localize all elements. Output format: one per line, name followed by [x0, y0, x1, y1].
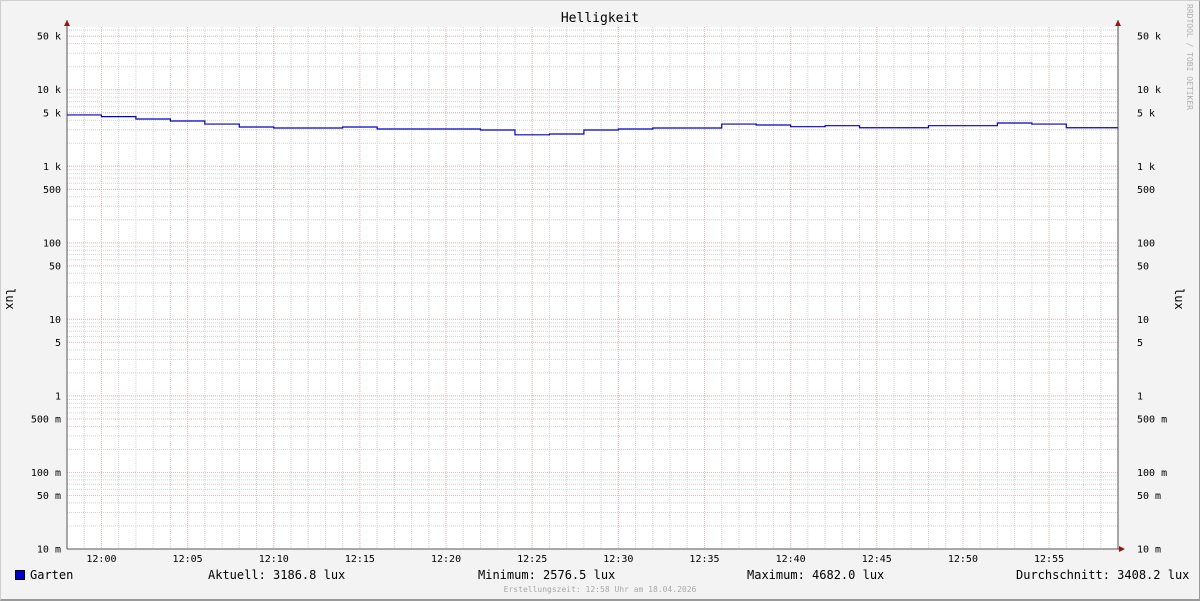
y-tick-label-left: 10 m	[37, 545, 61, 556]
y-tick-label-right: 10 k	[1137, 85, 1161, 96]
watermark: RRDTOOL / TOBI OETIKER	[1185, 4, 1194, 110]
y-axis-arrow-icon	[64, 20, 70, 26]
x-tick-label: 12:15	[345, 554, 375, 565]
y-axis-label-left: lux	[3, 288, 17, 310]
x-tick-label: 12:30	[603, 554, 633, 565]
x-tick-label: 12:20	[431, 554, 461, 565]
y-tick-label-right: 5	[1137, 338, 1143, 349]
x-tick-label: 12:45	[862, 554, 892, 565]
y-tick-label-right: 10	[1137, 315, 1149, 326]
y-tick-label-right: 5 k	[1137, 108, 1155, 119]
y-tick-label-right: 10 m	[1137, 545, 1161, 556]
x-tick-label: 12:40	[776, 554, 806, 565]
y-tick-label-right: 50	[1137, 261, 1149, 272]
y-tick-label-right: 500 m	[1137, 414, 1167, 425]
x-tick-label: 12:35	[689, 554, 719, 565]
series-line-garten	[67, 114, 1118, 136]
legend-average: Durchschnitt: 3408.2 lux	[1016, 568, 1190, 582]
x-axis-arrow-icon	[1119, 546, 1125, 552]
x-tick-label: 12:10	[259, 554, 289, 565]
legend-maximum: Maximum: 4682.0 lux	[747, 568, 885, 582]
legend-series-name: Garten	[30, 568, 74, 582]
x-tick-label: 12:00	[86, 554, 116, 565]
y-axis-arrow-icon	[1115, 20, 1121, 26]
y-axis-label-right: lux	[1172, 288, 1186, 310]
y-tick-label-right: 500	[1137, 185, 1155, 196]
y-tick-label-left: 1	[55, 391, 61, 402]
plot-area	[67, 27, 1118, 549]
x-tick-label: 12:05	[173, 554, 203, 565]
x-tick-label: 12:25	[517, 554, 547, 565]
y-tick-label-left: 10 k	[37, 85, 61, 96]
y-tick-label-right: 100	[1137, 238, 1155, 249]
y-tick-label-left: 500 m	[31, 414, 61, 425]
y-tick-label-left: 500	[43, 185, 61, 196]
y-tick-label-right: 50 m	[1137, 491, 1161, 502]
y-tick-label-left: 5	[55, 338, 61, 349]
y-tick-label-left: 10	[49, 315, 61, 326]
y-tick-label-left: 50 k	[37, 32, 61, 43]
y-tick-label-left: 100 m	[31, 468, 61, 479]
footer-timestamp: Erstellungszeit: 12:58 Uhr am 18.04.2026	[503, 585, 697, 594]
x-tick-label: 12:55	[1034, 554, 1064, 565]
chart-title: Helligkeit	[560, 11, 640, 26]
y-tick-label-left: 50	[49, 261, 61, 272]
y-tick-label-right: 100 m	[1137, 468, 1167, 479]
y-tick-label-left: 1 k	[43, 162, 61, 173]
y-tick-label-left: 50 m	[37, 491, 61, 502]
legend-swatch-garten	[15, 570, 25, 580]
y-tick-label-right: 1 k	[1137, 162, 1155, 173]
legend-minimum: Minimum: 2576.5 lux	[478, 568, 616, 582]
y-tick-label-right: 50 k	[1137, 32, 1161, 43]
x-tick-label: 12:50	[948, 554, 978, 565]
legend-current: Aktuell: 3186.8 lux	[208, 568, 346, 582]
y-tick-label-right: 1	[1137, 391, 1143, 402]
y-tick-label-left: 5 k	[43, 108, 61, 119]
y-tick-label-left: 100	[43, 238, 61, 249]
